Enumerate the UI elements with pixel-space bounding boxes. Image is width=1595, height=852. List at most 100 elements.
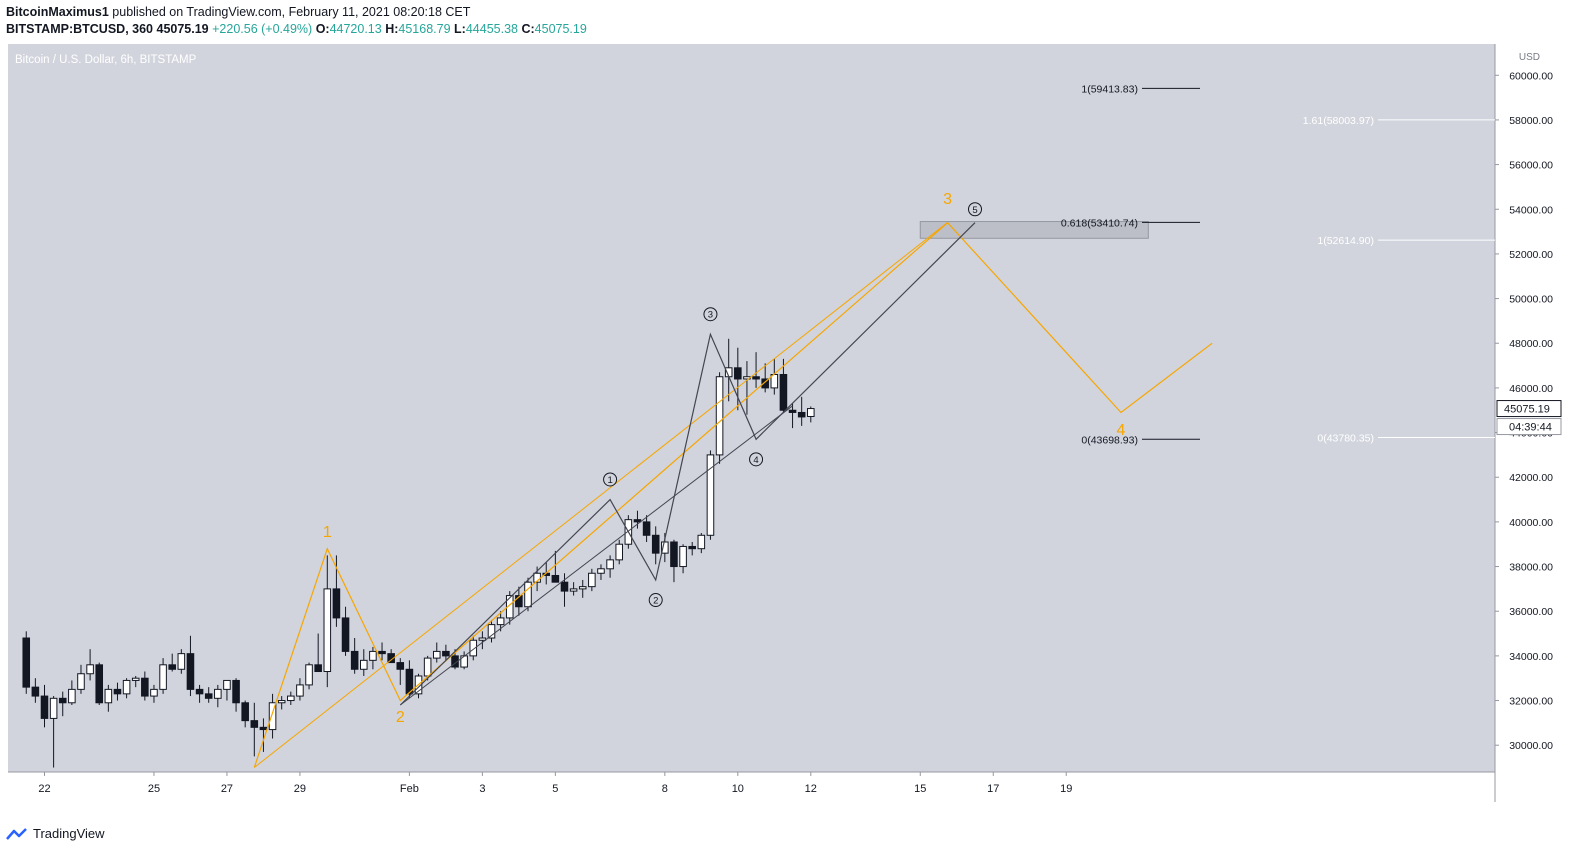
grey-wave-circle bbox=[749, 452, 764, 467]
y-tick-label: 54000.00 bbox=[1509, 204, 1553, 216]
orange-wave-label: 1 bbox=[323, 524, 332, 541]
candle-body bbox=[287, 695, 295, 702]
grey-wave-circle bbox=[703, 307, 718, 322]
candle-body bbox=[515, 595, 523, 608]
y-tick-label: 42000.00 bbox=[1509, 472, 1553, 484]
x-tick-label: 15 bbox=[914, 783, 926, 795]
time-axis[interactable] bbox=[8, 772, 1495, 802]
candle-body bbox=[241, 702, 249, 722]
orange-wave-label: 2 bbox=[396, 709, 405, 726]
plot-area[interactable] bbox=[8, 44, 1495, 772]
candle-body bbox=[697, 534, 706, 550]
candle-body bbox=[360, 659, 368, 670]
chart-title: Bitcoin / U.S. Dollar, 6h, BITSTAMP bbox=[15, 54, 197, 66]
candle-body bbox=[560, 581, 569, 592]
candle-body bbox=[551, 574, 560, 583]
candle-body bbox=[31, 686, 40, 697]
candle-body bbox=[86, 664, 94, 675]
last-price: 45075.19 bbox=[156, 22, 209, 36]
candle-body bbox=[168, 664, 176, 670]
candle-body bbox=[788, 409, 797, 413]
x-tick-label: 29 bbox=[294, 783, 306, 795]
candle-body bbox=[478, 637, 487, 641]
grey-wave-label: 3 bbox=[708, 310, 713, 321]
candle-body bbox=[204, 693, 213, 699]
grey-wave-label: 1 bbox=[607, 475, 612, 486]
publish-line: BitcoinMaximus1 published on TradingView… bbox=[6, 4, 587, 21]
y-tick-label: 40000.00 bbox=[1509, 517, 1553, 529]
candle-body bbox=[113, 688, 122, 695]
open-value: 44720.13 bbox=[329, 22, 382, 36]
fib-level-left-label: 0(43698.93) bbox=[1081, 434, 1138, 446]
candle-body bbox=[350, 650, 359, 670]
candle-body bbox=[597, 568, 605, 574]
candle-body bbox=[615, 543, 624, 561]
y-tick-label: 38000.00 bbox=[1509, 562, 1553, 574]
footer: TradingView bbox=[6, 826, 105, 841]
high-value: 45168.79 bbox=[398, 22, 451, 36]
candle-body bbox=[451, 655, 459, 668]
orange-trend-line bbox=[253, 222, 948, 768]
orange-wave-label: 3 bbox=[943, 191, 952, 208]
symbol-line: BITSTAMP:BTCUSD, 360 45075.19 +220.56 (+… bbox=[6, 21, 587, 38]
candle-body bbox=[606, 559, 614, 570]
countdown-tag-label: 04:39:44 bbox=[1509, 422, 1552, 434]
candle-body bbox=[186, 653, 195, 690]
candle-body bbox=[104, 688, 113, 704]
candle-body bbox=[524, 581, 532, 608]
footer-brand[interactable]: TradingView bbox=[33, 826, 105, 841]
tradingview-logo-icon[interactable] bbox=[6, 827, 28, 841]
grey-wave-circle bbox=[648, 593, 663, 608]
candle-body bbox=[95, 664, 104, 704]
low-value: 44455.38 bbox=[465, 22, 518, 36]
open-label: O: bbox=[315, 22, 330, 36]
candle-body bbox=[642, 521, 651, 536]
grey-trend-line bbox=[399, 405, 793, 706]
last-price-tag bbox=[1496, 400, 1562, 418]
candle-body bbox=[232, 679, 240, 704]
candle-body bbox=[22, 637, 31, 688]
high-label: H: bbox=[385, 22, 399, 36]
grey-wave-circle bbox=[603, 472, 618, 487]
candle-body bbox=[661, 541, 669, 554]
candle-body bbox=[277, 700, 286, 704]
candle-body bbox=[588, 572, 596, 588]
x-tick-label: 22 bbox=[38, 783, 50, 795]
candle-body bbox=[442, 650, 450, 657]
grey-wave-label: 4 bbox=[753, 455, 758, 466]
author-name[interactable]: BitcoinMaximus1 bbox=[6, 5, 109, 19]
last-price-tag-label: 45075.19 bbox=[1504, 404, 1550, 416]
candle-body bbox=[734, 367, 742, 380]
y-tick-label: 52000.00 bbox=[1509, 249, 1553, 261]
y-tick-label: 32000.00 bbox=[1509, 696, 1553, 708]
candle-body bbox=[633, 519, 642, 523]
close-label: C: bbox=[521, 22, 535, 36]
candle-body bbox=[323, 588, 332, 673]
candle-body bbox=[305, 664, 313, 686]
candle-body bbox=[688, 545, 696, 550]
candle-body bbox=[159, 664, 167, 690]
candle-body bbox=[40, 695, 49, 719]
candle-body bbox=[569, 588, 578, 592]
publish-info: published on TradingView.com, February 1… bbox=[112, 5, 471, 19]
candle-body bbox=[423, 657, 432, 677]
candle-body bbox=[341, 617, 350, 652]
candle-body bbox=[779, 374, 788, 411]
candle-body bbox=[122, 679, 131, 695]
x-tick-label: 19 bbox=[1060, 783, 1072, 795]
grey-wave-path bbox=[399, 222, 976, 706]
candle-body bbox=[250, 720, 259, 728]
price-change: +220.56 (+0.49%) bbox=[212, 22, 313, 36]
candle-body bbox=[223, 679, 231, 690]
x-tick-label: Feb bbox=[400, 783, 419, 795]
candle-body bbox=[58, 697, 67, 704]
currency-label: USD bbox=[1519, 52, 1540, 63]
target-zone bbox=[919, 221, 1149, 239]
fib-level-right-label: 1.61(58003.97) bbox=[1303, 115, 1374, 127]
orange-wave-label: 4 bbox=[1117, 422, 1126, 439]
x-tick-label: 25 bbox=[148, 783, 160, 795]
candle-body bbox=[469, 639, 478, 657]
candle-body bbox=[332, 588, 341, 619]
candle-body bbox=[405, 668, 414, 695]
